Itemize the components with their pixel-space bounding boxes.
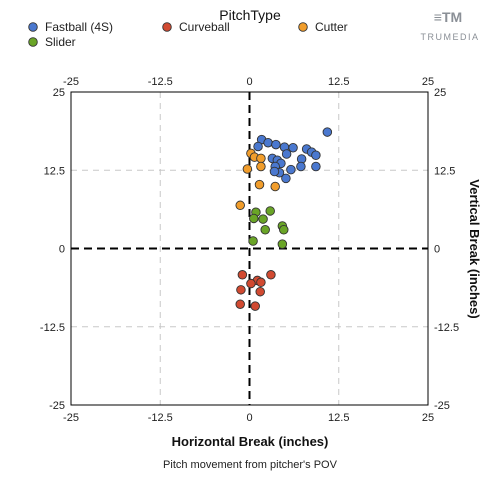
y-tick-label-right: 0 (434, 244, 440, 256)
point-fastball-4s (286, 164, 296, 175)
zero-reference-lines (71, 92, 428, 405)
point-curveball (237, 270, 248, 280)
legend-swatch-slider[interactable] (28, 37, 38, 47)
legend-swatch-cutter[interactable] (298, 22, 308, 32)
x-tick-label-bottom: 12.5 (328, 412, 349, 424)
point-fastball-4s (311, 161, 321, 172)
point-fastball-4s (263, 137, 273, 148)
x-tick-label-bottom: 25 (422, 412, 434, 424)
point-curveball (255, 286, 265, 297)
point-slider (277, 239, 288, 249)
legend-label-slider[interactable]: Slider (45, 35, 76, 49)
x-tick-label-top: -25 (63, 76, 79, 88)
point-cutter (242, 164, 253, 174)
trumedia-logo-mark: ≡TM (434, 9, 462, 25)
legend-swatch-curveball[interactable] (162, 22, 172, 32)
y-tick-label-right: 12.5 (434, 165, 455, 177)
x-tick-label-top: 0 (246, 76, 252, 88)
point-slider (260, 224, 270, 235)
x-tick-label-top: 25 (422, 76, 434, 88)
point-curveball (256, 277, 266, 288)
chart-caption: Pitch movement from pitcher's POV (163, 459, 338, 471)
point-slider (248, 236, 258, 246)
point-fastball-4s (271, 139, 281, 150)
trumedia-wordmark: TRUMEDIA (421, 32, 480, 42)
x-axis-label: Horizontal Break (inches) (172, 434, 329, 449)
point-slider (258, 214, 268, 224)
point-fastball-4s (269, 166, 280, 177)
point-curveball (250, 301, 260, 311)
point-fastball-4s (253, 141, 263, 152)
point-cutter (256, 161, 266, 172)
legend[interactable]: Fastball (4S) Curveball Cutter Slider (28, 20, 348, 49)
y-tick-label-left: -25 (49, 400, 65, 412)
x-tick-label-top: -12.5 (148, 76, 173, 88)
y-tick-label-left: 0 (59, 244, 65, 256)
plot-frame (70, 91, 429, 406)
point-slider (249, 213, 259, 224)
legend-swatch-fastball-4s[interactable] (28, 22, 38, 32)
point-cutter (270, 181, 280, 192)
point-slider (265, 206, 275, 216)
y-tick-label-left: -12.5 (40, 322, 65, 334)
y-tick-label-right: -12.5 (434, 322, 459, 334)
y-axis-label: Vertical Break (inches) (467, 179, 482, 318)
y-tick-label-left: 25 (53, 87, 65, 99)
x-tick-label-bottom: 0 (246, 412, 252, 424)
point-fastball-4s (281, 149, 292, 159)
point-curveball (235, 299, 245, 309)
data-points (235, 127, 333, 311)
point-curveball (236, 285, 246, 295)
point-fastball-4s (281, 173, 291, 184)
legend-label-curveball[interactable]: Curveball (179, 20, 230, 34)
point-slider (279, 224, 289, 235)
point-cutter (256, 153, 266, 164)
y-tick-label-right: -25 (434, 400, 450, 412)
y-tick-label-left: 12.5 (44, 165, 65, 177)
point-curveball (246, 278, 256, 289)
x-tick-label-top: 12.5 (328, 76, 349, 88)
point-fastball-4s (311, 150, 321, 160)
point-fastball-4s (322, 127, 333, 137)
point-fastball-4s (296, 161, 306, 172)
legend-label-cutter[interactable]: Cutter (315, 20, 348, 34)
y-tick-label-right: 25 (434, 87, 446, 99)
x-tick-label-bottom: -25 (63, 412, 79, 424)
point-cutter (235, 200, 245, 211)
point-fastball-4s (288, 142, 298, 153)
legend-title: PitchType (219, 7, 281, 23)
point-cutter (254, 179, 265, 190)
x-tick-label-bottom: -12.5 (148, 412, 173, 424)
trumedia-logo: ≡TM TRUMEDIA (421, 9, 480, 42)
point-curveball (266, 270, 276, 280)
legend-label-fastball-4s[interactable]: Fastball (4S) (45, 20, 113, 34)
